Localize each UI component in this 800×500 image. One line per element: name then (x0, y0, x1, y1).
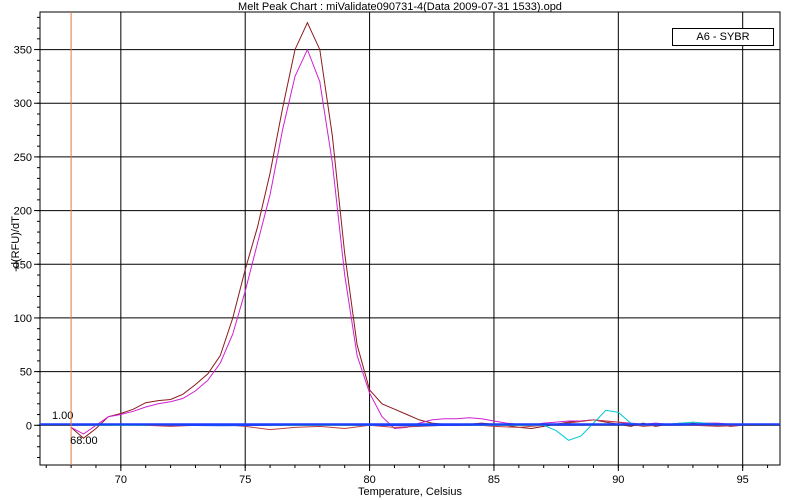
y-tick-label: 300 (14, 98, 32, 110)
overlay-layer: 1.00 68.00 (40, 12, 780, 465)
y-tick-label: 100 (14, 313, 32, 325)
y-tick-label: 50 (20, 367, 32, 379)
y-tick-label: 200 (14, 206, 32, 218)
chart-title: Melt Peak Chart : miValidate090731-4(Dat… (238, 1, 562, 13)
y-tick-label: 350 (14, 45, 32, 57)
series-line-1 (70, 21, 743, 439)
x-tick-label: 90 (612, 474, 624, 486)
plot-frame (39, 11, 781, 466)
legend-entry: A6 - SYBR (672, 28, 774, 46)
grid-layer (39, 11, 781, 466)
x-tick-label: 95 (737, 474, 749, 486)
x-tick-label: 70 (115, 474, 127, 486)
y-tick-label: 150 (14, 259, 32, 271)
x-tick-label: 75 (239, 474, 251, 486)
threshold-label: 1.00 (52, 410, 73, 422)
y-axis-label: -d(RFU)/dT (10, 216, 22, 272)
x-tick-label: 85 (488, 474, 500, 486)
x-axis-label: Temperature, Celsius (358, 486, 462, 498)
ticks-layer: 70 75 80 85 90 95 0 50 100 150 200 250 300 350 (14, 16, 769, 486)
y-tick-label: 250 (14, 152, 32, 164)
x-tick-label: 80 (363, 474, 375, 486)
temperature-marker-label: 68.00 (70, 435, 98, 447)
y-tick-label: 0 (26, 420, 32, 432)
